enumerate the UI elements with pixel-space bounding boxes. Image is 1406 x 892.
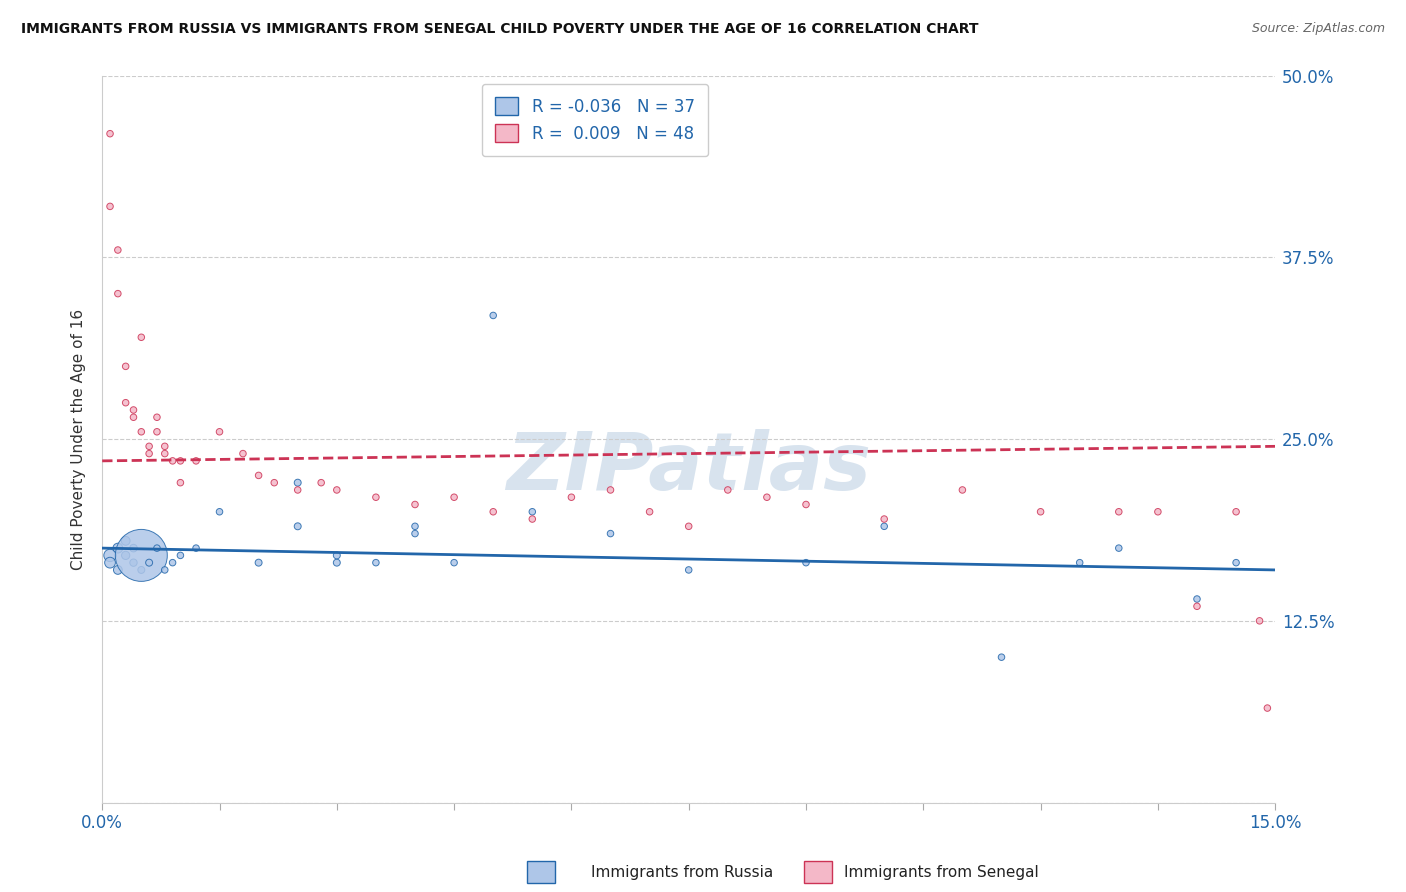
Point [755,490,778,504]
Point [131,425,153,439]
Point [287,483,309,497]
Point [1108,505,1130,519]
Point [131,330,153,344]
Legend: R = -0.036   N = 37, R =  0.009   N = 48: R = -0.036 N = 37, R = 0.009 N = 48 [482,84,709,156]
Point [131,549,153,563]
Point [263,475,285,490]
Point [482,505,505,519]
Point [153,439,176,453]
Point [122,403,145,417]
Point [146,425,169,439]
Point [169,549,191,563]
Point [107,563,129,577]
Point [208,505,231,519]
Point [873,512,896,526]
Point [114,549,136,563]
Point [1249,614,1271,628]
Point [404,526,426,541]
Point [184,454,207,468]
Point [138,447,160,461]
Point [326,483,349,497]
Point [638,505,661,519]
Point [247,468,270,483]
Point [678,519,700,533]
Point [482,309,505,323]
Point [114,533,136,548]
Point [122,541,145,555]
Point [873,519,896,533]
Point [522,505,544,519]
Point [678,563,700,577]
Point [146,410,169,425]
Point [98,556,121,570]
Point [153,563,176,577]
Point [404,519,426,533]
Point [599,483,621,497]
Point [114,395,136,409]
Point [364,556,387,570]
Text: ZIPatlas: ZIPatlas [506,429,872,508]
Point [169,454,191,468]
Point [1225,556,1247,570]
Point [169,475,191,490]
Point [404,498,426,512]
Point [1185,599,1208,614]
Y-axis label: Child Poverty Under the Age of 16: Child Poverty Under the Age of 16 [72,309,86,570]
Point [114,359,136,374]
Point [153,447,176,461]
Point [131,563,153,577]
Point [98,127,121,141]
Point [162,556,184,570]
Point [599,526,621,541]
Point [1225,505,1247,519]
Point [950,483,973,497]
Point [364,490,387,504]
Point [146,541,169,555]
Point [232,447,254,461]
Point [1256,701,1278,715]
Text: Immigrants from Senegal: Immigrants from Senegal [844,865,1039,880]
Point [1069,556,1091,570]
Point [107,286,129,301]
Point [326,549,349,563]
Point [138,556,160,570]
Point [443,556,465,570]
Point [287,475,309,490]
Point [98,549,121,563]
Point [208,425,231,439]
Point [794,556,817,570]
Point [326,556,349,570]
Text: Immigrants from Russia: Immigrants from Russia [591,865,773,880]
Point [122,410,145,425]
Point [1029,505,1052,519]
Point [522,512,544,526]
Point [98,199,121,213]
Point [560,490,582,504]
Point [107,243,129,257]
Point [287,519,309,533]
Point [184,541,207,555]
Text: IMMIGRANTS FROM RUSSIA VS IMMIGRANTS FROM SENEGAL CHILD POVERTY UNDER THE AGE OF: IMMIGRANTS FROM RUSSIA VS IMMIGRANTS FRO… [21,22,979,37]
Point [162,454,184,468]
Point [138,439,160,453]
Point [443,490,465,504]
Point [122,556,145,570]
Text: Source: ZipAtlas.com: Source: ZipAtlas.com [1251,22,1385,36]
Point [717,483,740,497]
Point [1147,505,1170,519]
Point [1185,592,1208,607]
Point [990,650,1012,665]
Point [794,498,817,512]
Point [107,541,129,555]
Point [309,475,332,490]
Point [247,556,270,570]
Point [1108,541,1130,555]
